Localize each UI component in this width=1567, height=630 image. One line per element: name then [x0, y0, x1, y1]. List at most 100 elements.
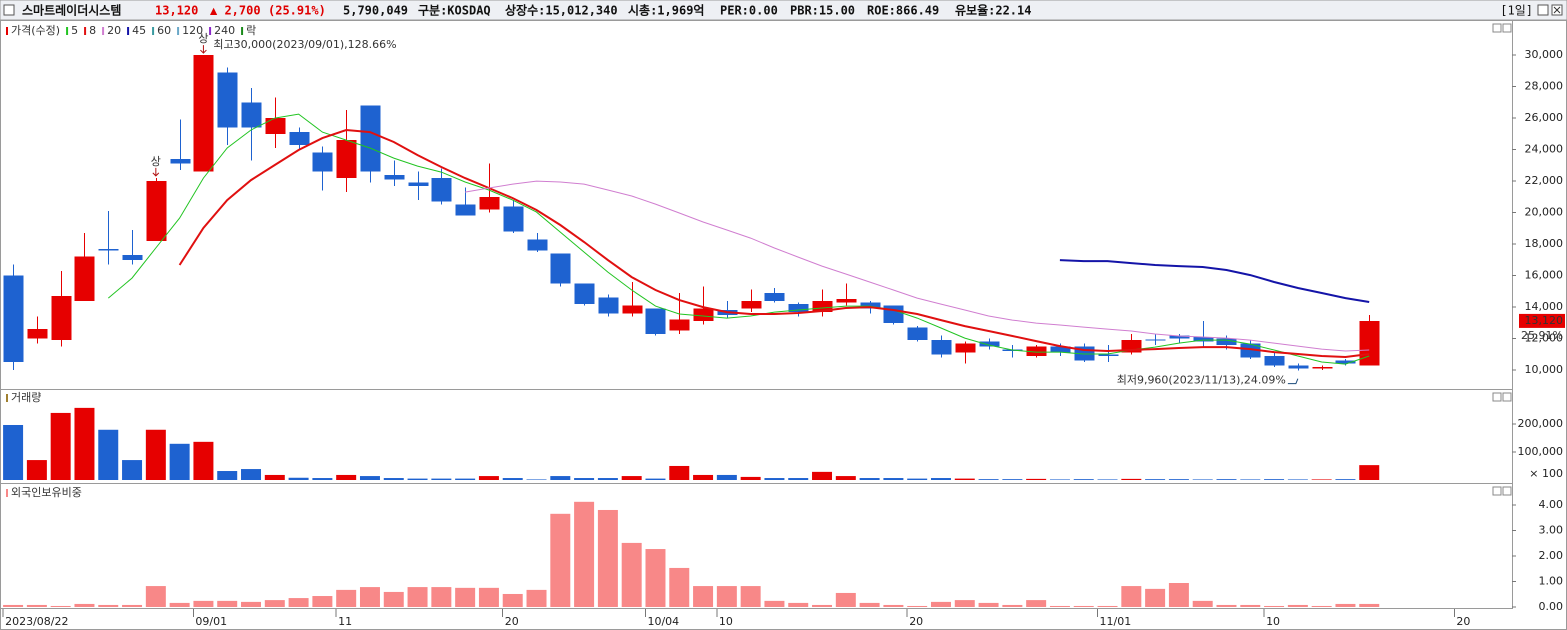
bar — [812, 471, 833, 480]
bar — [645, 478, 666, 480]
bar — [193, 600, 214, 607]
candle-body — [1335, 360, 1356, 364]
candle-body — [1312, 366, 1333, 369]
bar — [407, 478, 428, 480]
legend-label: 8 — [89, 24, 96, 37]
price: 13,120 — [155, 4, 198, 18]
panel-button[interactable] — [1502, 486, 1512, 496]
candle-body — [764, 292, 785, 301]
bar — [478, 587, 499, 607]
legend-label: 240 — [214, 24, 235, 37]
bar — [1168, 479, 1189, 480]
y-tick-label: 12,000 — [1525, 332, 1564, 345]
candle-body — [289, 132, 310, 145]
x-tick-label: 10 — [1266, 615, 1280, 628]
bar — [3, 424, 24, 480]
bar — [930, 601, 951, 607]
bar — [526, 589, 547, 607]
bar — [1264, 605, 1285, 607]
bar — [312, 478, 333, 480]
bar — [1216, 604, 1237, 607]
panel-button[interactable] — [1492, 23, 1502, 33]
maximize-button[interactable] — [1537, 4, 1549, 16]
candle-body — [98, 248, 119, 251]
bar — [407, 587, 428, 607]
panel-button[interactable] — [1502, 23, 1512, 33]
bar — [122, 460, 143, 480]
bar — [764, 478, 785, 480]
candle-body — [431, 177, 452, 202]
ma-line — [178, 128, 1370, 359]
candle-body — [312, 152, 333, 172]
x-tick-label: 11/01 — [1100, 615, 1132, 628]
candle-body — [1216, 338, 1237, 345]
y-tick-label: 20,000 — [1525, 206, 1564, 219]
bar — [1097, 605, 1118, 607]
bar — [217, 471, 238, 480]
bar — [1287, 479, 1308, 480]
bar — [1287, 604, 1308, 607]
candle-body — [645, 308, 666, 334]
bar — [1026, 600, 1047, 607]
bar — [1240, 604, 1261, 607]
period[interactable]: [1일] — [1500, 4, 1533, 18]
bar — [26, 604, 47, 607]
bar — [669, 567, 690, 607]
bar — [336, 474, 357, 480]
legend-swatch — [6, 27, 8, 35]
bar — [1192, 479, 1213, 480]
candle-body — [1193, 336, 1214, 342]
bar — [431, 478, 452, 480]
candle-body — [51, 296, 72, 341]
candle-body — [122, 255, 143, 260]
candle-body — [336, 140, 357, 178]
legend-label: 45 — [132, 24, 146, 37]
x-tick-label: 20 — [505, 615, 519, 628]
bar — [264, 474, 285, 480]
bar — [716, 474, 737, 480]
limit-arrow — [152, 167, 160, 177]
panel-button[interactable] — [1492, 392, 1502, 402]
candle-body — [788, 303, 809, 312]
bar — [383, 478, 404, 480]
y-tick-label: 0.00 — [1539, 600, 1564, 613]
bar — [883, 604, 904, 607]
limit-arrow — [200, 45, 207, 54]
bar — [241, 469, 262, 480]
checkbox[interactable] — [3, 4, 15, 16]
candle-body — [693, 308, 714, 322]
bar — [835, 476, 856, 480]
bar — [788, 478, 809, 480]
candle-body — [598, 297, 619, 314]
y-tick-label: 3.00 — [1539, 523, 1564, 536]
bar — [169, 602, 190, 607]
legend-label: 외국인보유비중 — [11, 486, 82, 499]
bar — [502, 478, 523, 480]
bar — [1002, 604, 1023, 607]
legend-swatch — [241, 27, 244, 35]
market-cap: 시총:1,969억 — [628, 3, 704, 18]
bar — [954, 478, 975, 480]
bar — [859, 478, 880, 480]
candle-body — [1145, 339, 1166, 341]
bar — [693, 586, 714, 607]
panel-button[interactable] — [1502, 392, 1512, 402]
legend-swatch — [102, 27, 105, 35]
last-change-label: 25.91% — [1521, 329, 1563, 342]
y-tick-label: 4.00 — [1539, 498, 1564, 511]
candle-body — [360, 105, 381, 172]
x-tick-label: 2023/08/22 — [5, 615, 68, 628]
y-tick-label: 24,000 — [1525, 143, 1564, 156]
bar — [930, 478, 951, 480]
y-tick-label: 16,000 — [1525, 269, 1564, 282]
stock-name: 스마트레이더시스템 — [22, 3, 121, 18]
change: ▲ 2,700 — [210, 4, 261, 18]
candle-body — [241, 102, 262, 128]
bar — [74, 407, 95, 480]
panel-button[interactable] — [1492, 486, 1502, 496]
bar — [550, 513, 571, 607]
bar — [98, 604, 119, 607]
candle-body — [455, 204, 476, 216]
bar — [907, 605, 928, 607]
x-tick-label: 10/04 — [647, 615, 679, 628]
